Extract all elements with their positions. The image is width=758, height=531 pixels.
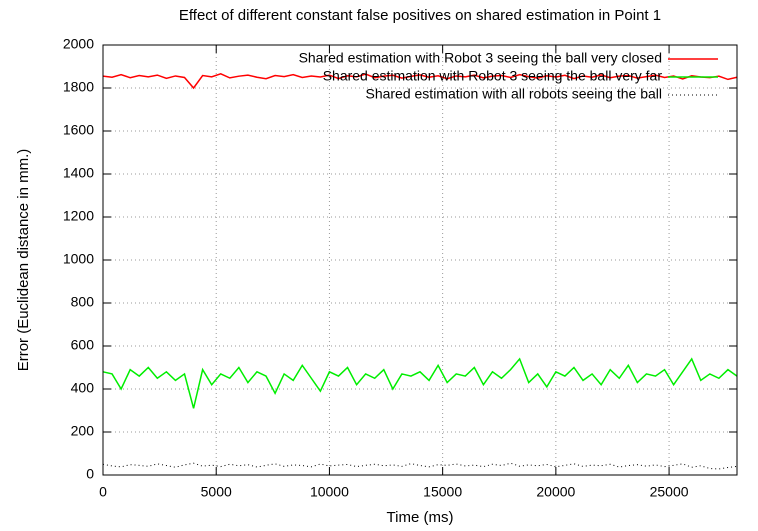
y-tick-label: 1400: [63, 165, 94, 181]
y-tick-label: 2000: [63, 36, 94, 52]
y-tick-label: 200: [71, 423, 95, 439]
x-tick-label: 20000: [536, 484, 575, 500]
legend-label: Shared estimation with Robot 3 seeing th…: [299, 50, 662, 66]
legend-label: Shared estimation with all robots seeing…: [365, 86, 662, 102]
y-tick-label: 600: [71, 337, 95, 353]
y-tick-label: 1600: [63, 122, 94, 138]
x-tick-label: 0: [99, 484, 107, 500]
y-tick-label: 1800: [63, 79, 94, 95]
y-tick-label: 800: [71, 294, 95, 310]
y-tick-label: 0: [86, 466, 94, 482]
chart-title: Effect of different constant false posit…: [179, 7, 661, 24]
series-line: [102, 73, 738, 90]
series-line: [102, 462, 738, 470]
y-tick-label: 400: [71, 380, 95, 396]
plot-frame: [102, 44, 738, 476]
x-tick-label: 5000: [201, 484, 232, 500]
x-axis-label: Time (ms): [387, 509, 454, 526]
x-tick-label: 10000: [310, 484, 349, 500]
x-tick-label: 25000: [650, 484, 689, 500]
y-tick-label: 1200: [63, 208, 94, 224]
series-line: [102, 357, 738, 409]
legend-label: Shared estimation with Robot 3 seeing th…: [323, 68, 663, 84]
x-tick-label: 15000: [423, 484, 462, 500]
y-axis-label: Error (Euclidean distance in mm.): [15, 149, 32, 372]
y-tick-label: 1000: [63, 251, 94, 267]
